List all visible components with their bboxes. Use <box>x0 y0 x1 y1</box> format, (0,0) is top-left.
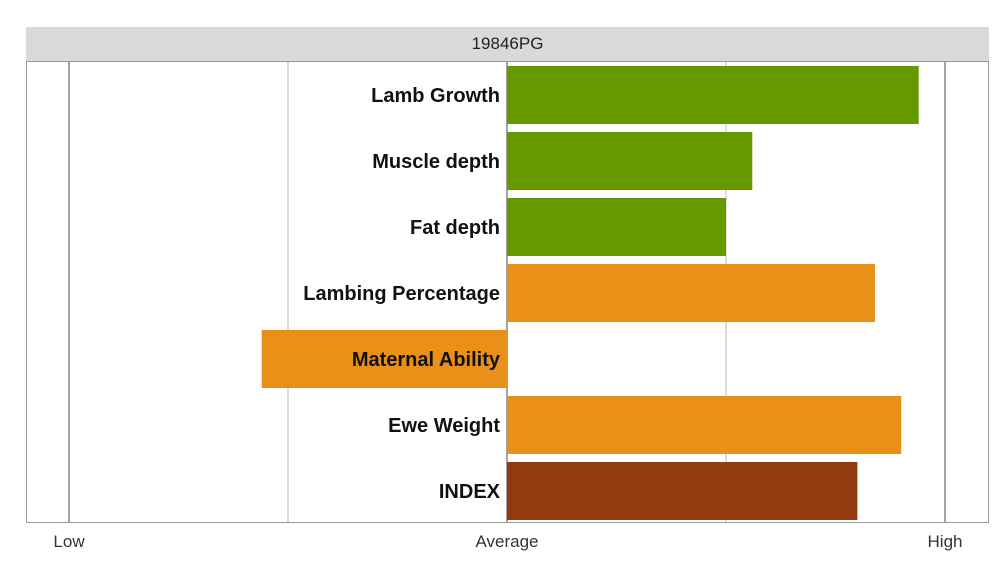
bar-lambing-percentage <box>507 264 875 322</box>
category-label: Lambing Percentage <box>303 283 500 305</box>
category-label: Lamb Growth <box>371 85 500 107</box>
category-label: INDEX <box>439 481 501 503</box>
bar-index <box>507 462 858 520</box>
bar-maternal-ability <box>261 330 507 388</box>
bar-fat-depth <box>507 198 726 256</box>
x-tick-label-low: Low <box>53 532 85 551</box>
bar-muscle-depth <box>507 132 753 190</box>
panel-title: 19846PG <box>471 34 544 53</box>
category-label: Muscle depth <box>372 151 500 173</box>
category-label: Maternal Ability <box>352 349 501 371</box>
panel-title-strip: 19846PG <box>26 27 989 61</box>
bar-lamb-growth <box>507 66 919 124</box>
x-tick-label-average: Average <box>475 532 539 551</box>
category-label: Ewe Weight <box>388 415 500 437</box>
bar-ewe-weight <box>507 396 902 454</box>
x-tick-label-high: High <box>927 532 963 551</box>
category-label: Fat depth <box>410 217 500 239</box>
